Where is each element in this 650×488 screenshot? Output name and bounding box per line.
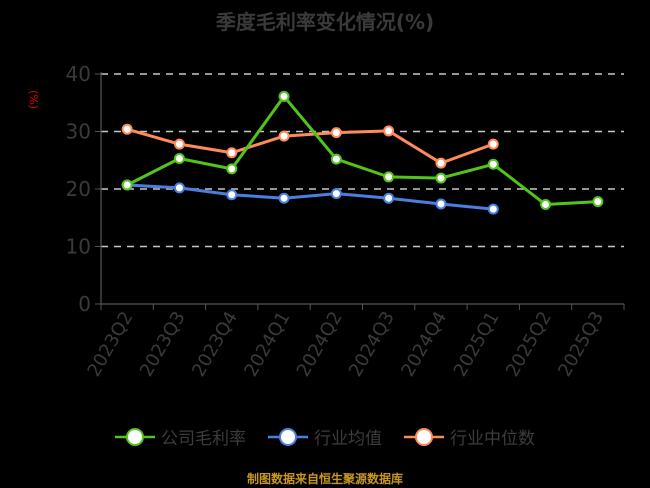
x-tick-label: 2025Q1 xyxy=(450,308,504,380)
x-tick-label: 2024Q1 xyxy=(240,308,294,380)
data-point[interactable] xyxy=(435,172,447,184)
series-line xyxy=(126,127,494,165)
series-line xyxy=(127,183,494,211)
data-point[interactable] xyxy=(173,182,185,194)
data-point[interactable] xyxy=(383,125,395,137)
y-tick-label: 0 xyxy=(78,292,91,316)
y-tick-label: 10 xyxy=(66,235,91,259)
axes: 0102030402023Q22023Q32023Q42024Q12024Q22… xyxy=(66,62,625,380)
data-point[interactable] xyxy=(226,147,238,159)
x-tick-label: 2024Q4 xyxy=(397,308,451,380)
series-line xyxy=(126,94,598,207)
x-tick-label: 2024Q2 xyxy=(293,308,347,380)
data-point[interactable] xyxy=(278,130,290,142)
legend-item-company-margin[interactable]: 公司毛利率 xyxy=(115,424,246,449)
y-tick-label: 30 xyxy=(66,120,91,144)
x-tick-label: 2023Q3 xyxy=(136,308,190,380)
legend-label: 行业均值 xyxy=(314,429,382,449)
data-point[interactable] xyxy=(278,90,290,102)
data-point[interactable] xyxy=(383,192,395,204)
data-point[interactable] xyxy=(487,138,499,150)
data-point[interactable] xyxy=(226,189,238,201)
x-tick-label: 2023Q2 xyxy=(84,308,138,380)
data-point[interactable] xyxy=(435,198,447,210)
data-point[interactable] xyxy=(121,123,133,135)
data-point[interactable] xyxy=(121,179,133,191)
legend-marker-icon xyxy=(404,427,444,446)
y-tick-label: 40 xyxy=(66,62,91,86)
x-tick-label: 2024Q3 xyxy=(345,308,399,380)
legend-item-industry-mean[interactable]: 行业均值 xyxy=(268,424,382,449)
data-point[interactable] xyxy=(592,196,604,208)
x-tick-label: 2023Q4 xyxy=(188,308,242,380)
series-lines xyxy=(121,90,604,215)
data-point[interactable] xyxy=(383,171,395,183)
data-point[interactable] xyxy=(435,157,447,169)
legend-marker-icon xyxy=(268,427,308,446)
data-point[interactable] xyxy=(330,188,342,200)
legend-item-industry-median[interactable]: 行业中位数 xyxy=(404,424,535,449)
data-point[interactable] xyxy=(173,153,185,165)
y-tick-label: 20 xyxy=(66,177,91,201)
legend-label: 公司毛利率 xyxy=(161,429,246,449)
data-point[interactable] xyxy=(330,153,342,165)
chart-title: 季度毛利率变化情况(%) xyxy=(215,10,435,34)
data-point[interactable] xyxy=(330,127,342,139)
data-point[interactable] xyxy=(173,138,185,150)
legend-marker-icon xyxy=(115,427,155,446)
legend-label: 行业中位数 xyxy=(450,429,535,449)
x-tick-label: 2025Q2 xyxy=(502,308,556,380)
line-chart: 0102030402023Q22023Q32023Q42024Q12024Q22… xyxy=(66,62,625,380)
data-point[interactable] xyxy=(487,158,499,170)
data-source-note: 制图数据来自恒生聚源数据库 xyxy=(246,472,403,486)
data-point[interactable] xyxy=(278,192,290,204)
x-tick-label: 2025Q3 xyxy=(554,308,608,380)
data-point[interactable] xyxy=(487,203,499,215)
legend: 公司毛利率 行业均值 行业中位数 xyxy=(0,424,650,449)
data-point[interactable] xyxy=(540,199,552,211)
data-point[interactable] xyxy=(226,163,238,175)
